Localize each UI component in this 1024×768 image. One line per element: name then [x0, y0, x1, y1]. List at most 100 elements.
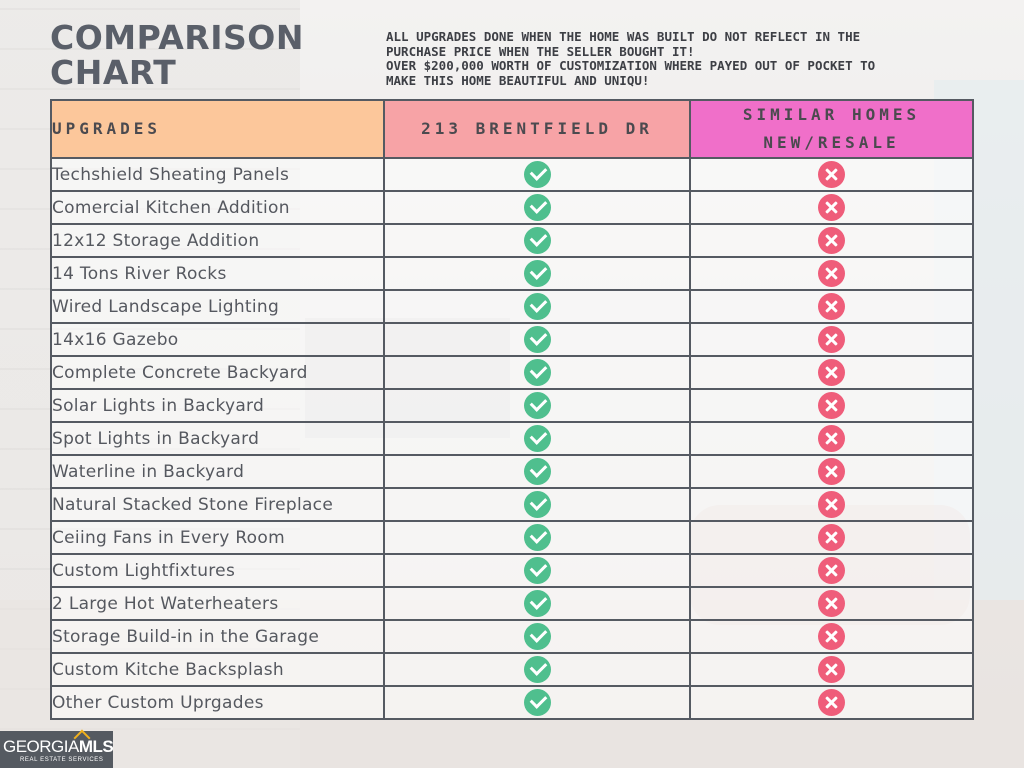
cross-icon	[818, 392, 845, 419]
upgrade-name: Wired Landscape Lighting	[50, 289, 385, 324]
cross-icon	[818, 590, 845, 617]
similar-cell	[689, 322, 974, 357]
table-row: Complete Concrete Backyard	[50, 355, 974, 390]
check-icon	[523, 326, 551, 353]
cross-icon	[818, 293, 845, 320]
note-line: ALL UPGRADES DONE WHEN THE HOME WAS BUIL…	[386, 29, 861, 44]
property-cell	[383, 487, 691, 522]
cross-icon	[818, 359, 845, 386]
check-icon	[523, 458, 551, 485]
check-icon	[523, 392, 551, 419]
similar-cell	[689, 256, 974, 291]
title-line-2: CHART	[50, 53, 177, 92]
logo-tagline: REAL ESTATE SERVICES	[20, 757, 104, 763]
cross-icon	[818, 458, 845, 485]
upgrade-name: Complete Concrete Backyard	[50, 355, 385, 390]
upgrade-name: Spot Lights in Backyard	[50, 421, 385, 456]
property-cell	[383, 652, 691, 687]
check-icon	[523, 293, 551, 320]
upgrade-name: Waterline in Backyard	[50, 454, 385, 489]
note-line: PURCHASE PRICE WHEN THE SELLER BOUGHT IT…	[386, 43, 695, 59]
property-cell	[383, 223, 691, 258]
property-cell	[383, 322, 691, 357]
property-cell	[383, 520, 691, 555]
property-cell	[383, 289, 691, 324]
table-row: Spot Lights in Backyard	[50, 421, 974, 456]
upgrade-name: 14x16 Gazebo	[50, 322, 385, 357]
header-similar-line-2: NEW/RESALE	[763, 133, 900, 152]
similar-cell	[689, 487, 974, 522]
similar-cell	[689, 553, 974, 588]
cross-icon	[818, 260, 845, 287]
header-property: 213 BRENTFIELD DR	[383, 99, 691, 159]
header-similar-line-1: SIMILAR HOMES	[742, 105, 921, 124]
upgrade-name: Solar Lights in Backyard	[50, 388, 385, 423]
property-cell	[383, 157, 691, 192]
cross-icon	[818, 194, 845, 221]
upgrade-name: Comercial Kitchen Addition	[50, 190, 385, 225]
check-icon	[523, 227, 551, 254]
georgia-mls-logo: GEORGIAMLS REAL ESTATE SERVICES	[0, 729, 114, 768]
upgrade-name: Storage Build-in in the Garage	[50, 619, 385, 654]
upgrade-name: Natural Stacked Stone Fireplace	[50, 487, 385, 522]
table-row: Storage Build-in in the Garage	[50, 619, 974, 654]
similar-cell	[689, 685, 974, 720]
check-icon	[523, 656, 551, 683]
upgrade-name: 14 Tons River Rocks	[50, 256, 385, 291]
header-similar-homes: SIMILAR HOMES NEW/RESALE	[689, 99, 974, 159]
note-line: OVER $200,000 WORTH OF CUSTOMIZATION WHE…	[386, 58, 876, 73]
upgrade-name: 12x12 Storage Addition	[50, 223, 385, 258]
table-row: Custom Lightfixtures	[50, 553, 974, 588]
upgrade-name: 2 Large Hot Waterheaters	[50, 586, 385, 621]
upgrade-note: ALL UPGRADES DONE WHEN THE HOME WAS BUIL…	[386, 29, 1006, 88]
check-icon	[523, 524, 551, 551]
cross-icon	[818, 656, 845, 683]
similar-cell	[689, 190, 974, 225]
table-row: 2 Large Hot Waterheaters	[50, 586, 974, 621]
cross-icon	[818, 557, 845, 584]
check-icon	[523, 491, 551, 518]
check-icon	[523, 623, 551, 650]
note-line: MAKE THIS HOME BEAUTIFUL AND UNIQU!	[386, 72, 650, 88]
similar-cell	[689, 586, 974, 621]
similar-cell	[689, 355, 974, 390]
property-cell	[383, 256, 691, 291]
cross-icon	[818, 227, 845, 254]
cross-icon	[818, 161, 845, 188]
check-icon	[523, 161, 551, 188]
similar-cell	[689, 652, 974, 687]
check-icon	[523, 557, 551, 584]
cross-icon	[818, 689, 845, 716]
table-row: Solar Lights in Backyard	[50, 388, 974, 423]
table-row: Natural Stacked Stone Fireplace	[50, 487, 974, 522]
table-row: Custom Kitche Backsplash	[50, 652, 974, 687]
table-row: Other Custom Uprgades	[50, 685, 974, 720]
table-row: 12x12 Storage Addition	[50, 223, 974, 258]
logo-brand: GEORGIAMLS	[3, 737, 114, 756]
comparison-table: UPGRADES 213 BRENTFIELD DR SIMILAR HOMES…	[50, 99, 974, 720]
check-icon	[523, 590, 551, 617]
table-header-row: UPGRADES 213 BRENTFIELD DR SIMILAR HOMES…	[50, 99, 974, 159]
cross-icon	[818, 491, 845, 518]
cross-icon	[818, 425, 845, 452]
property-cell	[383, 388, 691, 423]
table-row: Waterline in Backyard	[50, 454, 974, 489]
property-cell	[383, 553, 691, 588]
similar-cell	[689, 289, 974, 324]
upgrade-name: Other Custom Uprgades	[50, 685, 385, 720]
check-icon	[523, 194, 551, 221]
property-cell	[383, 421, 691, 456]
similar-cell	[689, 520, 974, 555]
property-cell	[383, 685, 691, 720]
table-row: Wired Landscape Lighting	[50, 289, 974, 324]
table-row: Comercial Kitchen Addition	[50, 190, 974, 225]
property-cell	[383, 454, 691, 489]
table-row: Techshield Sheating Panels	[50, 157, 974, 192]
check-icon	[523, 425, 551, 452]
property-cell	[383, 355, 691, 390]
similar-cell	[689, 223, 974, 258]
similar-cell	[689, 421, 974, 456]
check-icon	[523, 260, 551, 287]
page-title: COMPARISON CHART	[50, 20, 304, 90]
title-line-1: COMPARISON	[50, 18, 304, 57]
